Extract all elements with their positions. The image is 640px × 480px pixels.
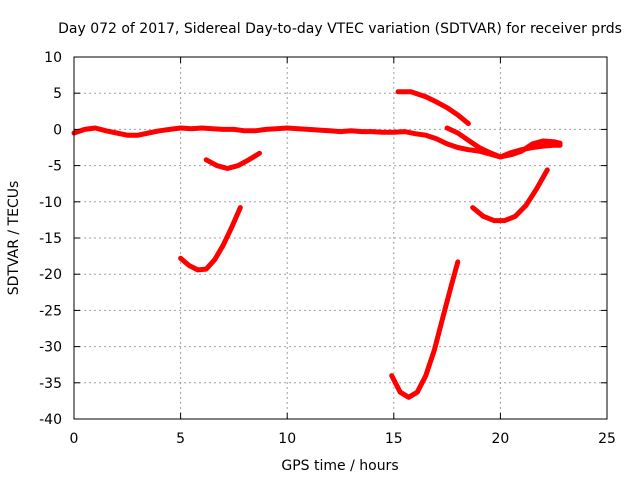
chart-title: Day 072 of 2017, Sidereal Day-to-day VTE… [58,21,622,37]
y-tick-label: -35 [39,376,62,392]
y-tick-label: -15 [39,231,62,247]
y-tick-label: 5 [53,86,62,102]
ticks: 0 5 10 15 20 25 10 5 0 -5 -10 -15 -20 -25 -30 -35 -40 [39,50,616,447]
y-tick-label: -30 [39,340,62,356]
series-segment-late-branch [444,125,563,160]
x-tick-label: 10 [278,431,296,447]
x-tick-label: 5 [176,431,185,447]
y-tick-label: -5 [48,159,62,175]
series-segment-5-8 [178,205,243,273]
y-tick-label: 0 [53,122,62,138]
x-tick-label: 20 [491,431,509,447]
grid [74,57,607,419]
y-tick-label: -10 [39,195,62,211]
y-tick-label: -25 [39,303,62,319]
y-tick-label: 10 [44,50,62,66]
x-tick-label: 25 [598,431,616,447]
x-axis-label: GPS time / hours [281,458,398,474]
series-segment-upper-right [395,89,471,127]
series-main-band [71,125,563,160]
y-tick-label: -20 [39,267,62,283]
y-axis-label: SDTVAR / TECUs [6,181,22,296]
x-tick-label: 15 [385,431,403,447]
x-tick-label: 0 [70,431,79,447]
series-group [71,89,563,400]
series-segment-6-9 [203,150,262,171]
series-segment-19-22 [470,167,550,224]
series-segment-15-18 [389,259,461,400]
y-tick-label: -40 [39,412,62,428]
